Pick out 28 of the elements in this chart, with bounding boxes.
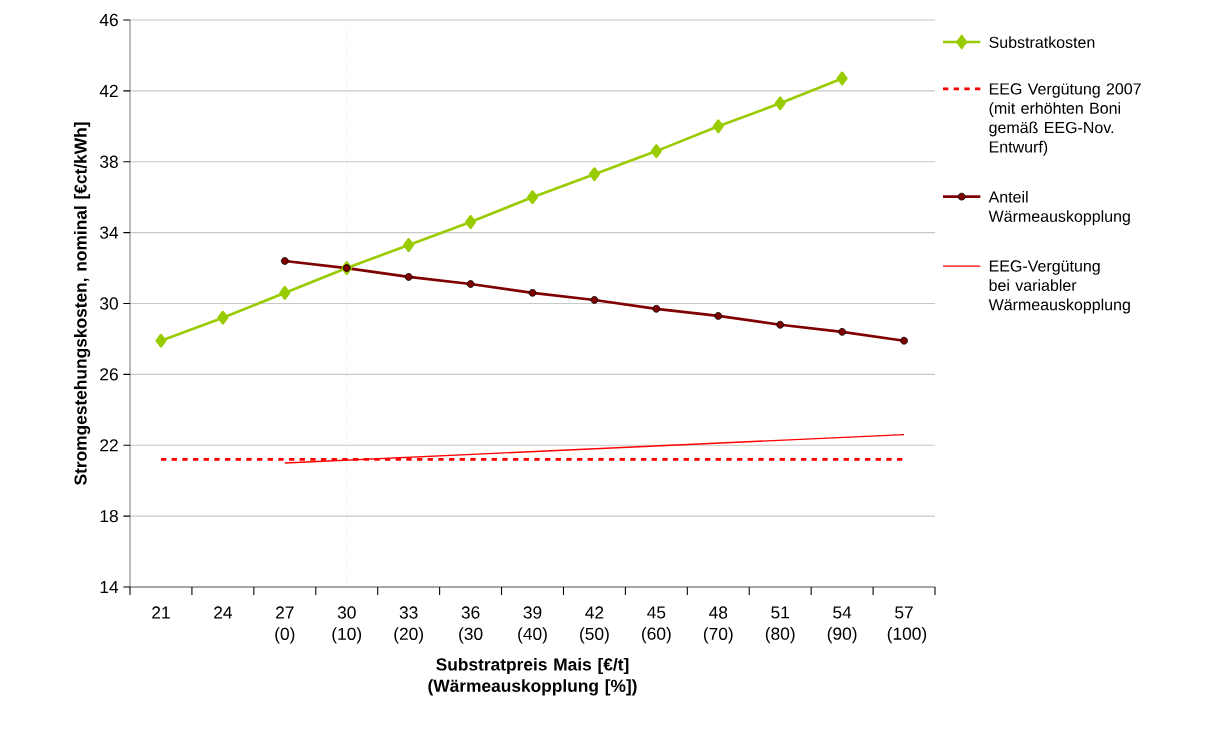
y-axis-title: Stromgestehungskosten, nominal [€ct/kWh] [73,122,91,486]
x-tick-label: 57 (100) [887,606,927,644]
x-tick-label: 24 [214,606,233,619]
y-tick-label: 38 [100,155,118,168]
y-tick-label: 42 [99,84,118,97]
x-tick-label: 36 (30 [459,606,483,644]
x-tick-label: 48 (70) [703,606,733,644]
x-tick-label: 42 (50) [580,606,609,644]
y-tick-label: 46 [99,13,118,27]
x-tick-label: 33 (20) [394,606,423,644]
x-tick-label: 21 [152,606,170,619]
y-tick-label: 30 [100,297,118,310]
y-tick-label: 22 [100,439,118,452]
x-axis-title: Substratpreis Mais [€/t] (Wärmeauskopplung [%]) [428,657,637,696]
x-tick-label: 54 (90) [827,606,857,644]
y-tick-label: 34 [100,226,119,239]
x-tick-label: 27 (0) [275,606,295,644]
legend-label: Anteil Wärmeauskopplung [988,190,1130,226]
x-tick-label: 45 (60) [642,606,671,644]
y-tick-label: 26 [100,368,118,381]
y-tick-label: 14 [100,581,119,593]
x-tick-label: 30 (10) [332,606,362,644]
legend-label: EEG-Vergütung bei variabler Wärmeauskopplung [988,260,1130,314]
legend-label: EEG Vergütung 2007 (mit erhöhten Boni gemäß EEG-Nov. Entwurf) [989,83,1141,156]
y-tick-label: 18 [100,509,118,523]
x-tick-label: 39 (40) [518,606,547,644]
legend-label: Substratkosten [989,36,1095,48]
x-tick-label: 51 (80) [765,606,795,644]
